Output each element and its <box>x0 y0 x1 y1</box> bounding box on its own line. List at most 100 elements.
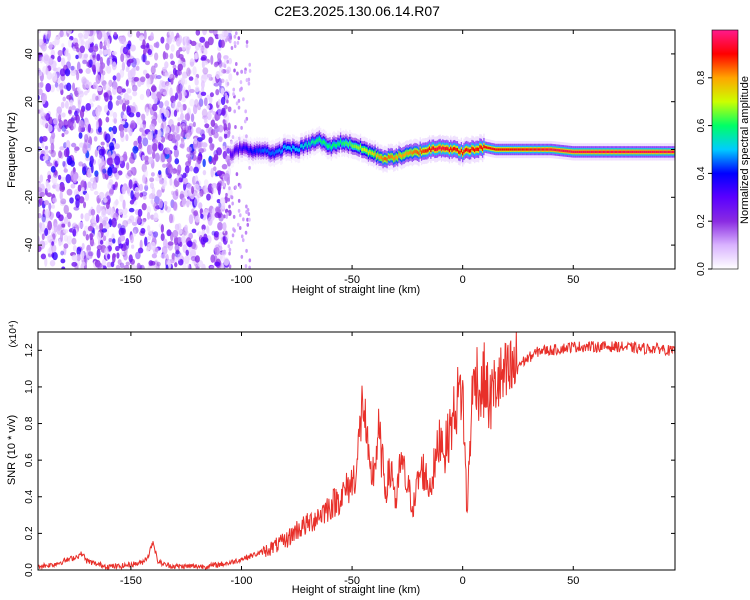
spectrogram-ridge-cell <box>288 145 290 150</box>
spectrogram-noise-cell <box>224 230 228 235</box>
spectrogram-noise-cell <box>109 142 115 151</box>
spectrogram-noise-cell <box>56 157 60 165</box>
spectrogram-noise-cell <box>43 34 47 44</box>
spectrogram-ridge-cell <box>495 148 497 151</box>
spectrogram-noise-cell <box>106 261 112 268</box>
spectrogram-noise-cell <box>60 101 65 109</box>
spectrogram-noise-cell <box>143 169 149 178</box>
spectrogram-ridge-cell <box>565 149 567 153</box>
spectrogram-noise-cell <box>123 151 128 159</box>
spectrogram-noise-cell <box>71 142 77 148</box>
spectrogram-noise-cell <box>96 261 102 269</box>
spectrogram-noise-cell <box>171 190 175 196</box>
spectrogram-noise-cell <box>91 181 98 190</box>
spectrogram-ridge-cell <box>427 148 429 152</box>
spectrogram-noise-cell <box>119 234 126 242</box>
spectrogram-noise-cell <box>233 34 237 39</box>
spectrogram-noise-cell <box>170 109 174 117</box>
spectrogram-noise-cell <box>216 182 222 192</box>
spectrogram-noise-cell <box>138 142 143 149</box>
spectrogram-noise-cell <box>228 204 231 209</box>
spectrogram-noise-cell <box>228 30 233 34</box>
spectrogram-noise-cell <box>176 84 181 94</box>
spectrogram-noise-cell <box>222 119 226 124</box>
spectrogram-noise-cell <box>203 118 208 124</box>
spectrogram-noise-cell <box>38 67 41 74</box>
spectrogram-noise-cell <box>38 82 44 89</box>
spectrogram-noise-cell <box>97 125 102 133</box>
spectrogram-noise-cell <box>209 143 215 151</box>
spectrogram-noise-cell <box>183 124 189 134</box>
spectrogram-noise-cell <box>81 187 85 192</box>
spectrogram-ridge-cell <box>342 141 344 145</box>
spectrogram-noise-cell <box>154 52 159 61</box>
spectrogram-noise-cell <box>180 77 186 86</box>
spectrogram-noise-cell <box>65 61 71 69</box>
spectrogram-noise-cell <box>130 190 134 200</box>
spectrogram-ridge-cell <box>613 150 615 154</box>
spectrogram-ridge-cell <box>523 148 525 151</box>
spectrogram-ridge-cell <box>231 153 233 157</box>
spectrogram-ridge-cell <box>468 149 471 153</box>
spectrogram-noise-cell <box>214 261 221 267</box>
spectrogram-noise-cell <box>117 259 122 265</box>
spectrogram-noise-cell <box>206 94 211 100</box>
spectrogram-noise-cell <box>240 86 243 91</box>
spectrogram-noise-cell <box>66 235 73 245</box>
spectrogram-noise-cell <box>178 177 183 183</box>
spectrogram-noise-cell <box>38 204 41 213</box>
spectrogram-noise-cell <box>178 54 184 59</box>
spectrogram-noise-cell <box>147 225 151 232</box>
spectrogram-noise-cell <box>126 43 132 50</box>
spectrogram-noise-cell <box>169 177 173 186</box>
spectrogram-noise-cell <box>182 172 187 179</box>
spectrogram-noise-cell <box>147 235 152 241</box>
spectrogram-noise-cell <box>180 119 187 127</box>
spectrogram-noise-cell <box>91 64 96 73</box>
spectrogram-noise-cell <box>122 46 128 55</box>
spectrogram-noise-cell <box>204 123 210 129</box>
spectrogram-noise-cell <box>128 207 135 213</box>
spectrogram-noise-cell <box>204 41 210 49</box>
spectrogram-ridge-cell <box>630 150 632 154</box>
spectrogram-noise-cell <box>78 142 84 148</box>
spectrogram-ridge-cell <box>446 146 448 151</box>
spectrogram-noise-cell <box>63 84 69 90</box>
spectrogram-noise-cell <box>185 230 190 239</box>
spectrogram-noise-cell <box>101 156 105 166</box>
spectrogram-noise-cell <box>56 106 63 114</box>
spectrogram-ridge-cell <box>580 150 582 154</box>
spectrogram-ridge-cell <box>646 150 648 154</box>
spectrogram-noise-cell <box>40 43 46 50</box>
spectrogram-noise-cell <box>107 100 113 111</box>
snr-y-tick-label: 0.0 <box>24 563 35 577</box>
spectrogram-noise-cell <box>169 87 173 97</box>
spectrogram-noise-cell <box>223 55 229 60</box>
spectrogram-ridge-cell <box>290 148 293 152</box>
spectrogram-noise-cell <box>243 70 247 75</box>
spectrogram-noise-cell <box>63 216 69 225</box>
spectrogram-ridge-cell <box>278 148 281 152</box>
spectrogram-noise-cell <box>115 245 120 252</box>
spectrogram-noise-cell <box>214 212 221 219</box>
spectrogram-noise-cell <box>148 230 153 235</box>
spectrogram-ridge-cell <box>243 145 245 150</box>
spectrogram-noise-cell <box>106 57 110 67</box>
spectrogram-noise-cell <box>186 46 190 55</box>
spectrogram-noise-cell <box>119 68 125 78</box>
spectrogram-noise-cell <box>76 61 81 72</box>
spectrogram-noise-cell <box>214 246 220 256</box>
spectrogram-noise-cell <box>131 79 136 88</box>
spectrogram-ridge-cell <box>535 148 537 151</box>
spectrogram-noise-cell <box>133 76 140 82</box>
spectrogram-noise-cell <box>125 172 132 179</box>
spectrogram-noise-cell <box>38 187 43 193</box>
spectrogram-noise-cell <box>63 228 69 234</box>
spectrogram-noise-cell <box>150 85 157 92</box>
colorbar-frame <box>711 29 739 270</box>
spectrogram-noise-cell <box>247 81 251 86</box>
spectrogram-noise-cell <box>84 30 91 33</box>
spectrogram-noise-cell <box>44 257 48 267</box>
spectrogram-noise-cell <box>247 77 251 82</box>
spectrogram-noise-cell <box>39 116 44 126</box>
